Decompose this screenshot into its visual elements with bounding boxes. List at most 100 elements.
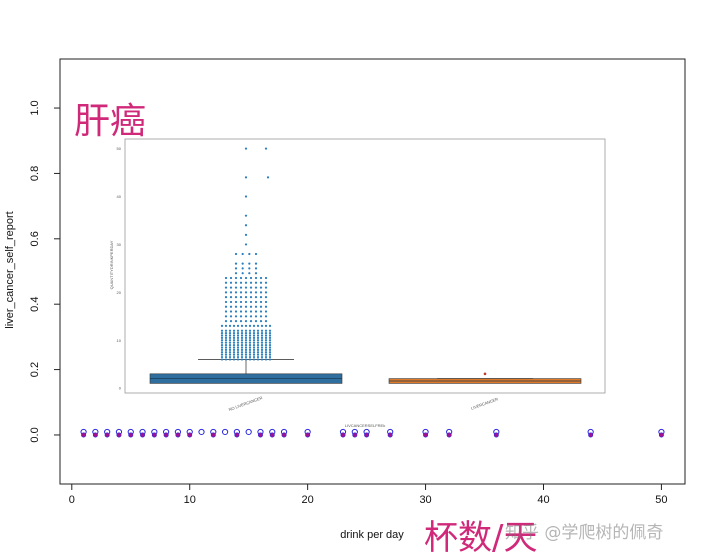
scatter-point-filled xyxy=(116,432,122,438)
inset-outlier-point xyxy=(229,305,233,308)
inset-outlier-point xyxy=(254,300,258,304)
inset-outlier-point xyxy=(232,329,236,332)
inset-outlier-point xyxy=(256,348,260,351)
inset-outlier-point xyxy=(252,353,256,356)
inset-outlier-point xyxy=(224,296,228,299)
inset-outlier-point xyxy=(244,341,248,344)
inset-outlier-point xyxy=(252,348,256,351)
inset-outlier-point xyxy=(244,331,248,335)
inset-outlier-point xyxy=(234,276,238,280)
scatter-point-filled xyxy=(210,432,216,438)
inset-outlier-point xyxy=(220,336,224,339)
inset-outlier-point xyxy=(234,267,238,270)
scatter-point-filled xyxy=(81,432,87,438)
plot-frame xyxy=(59,58,686,485)
inset-outlier-point xyxy=(254,267,258,270)
inset-outlier-point xyxy=(239,320,243,323)
inset-outlier-point xyxy=(234,291,238,294)
inset-outlier-point xyxy=(240,334,244,337)
inset-outlier-point xyxy=(239,310,243,313)
inset-outlier-point xyxy=(220,341,224,344)
y-tick-label: 0.4 xyxy=(29,297,41,312)
inset-outlier-point xyxy=(244,286,248,289)
inset-outlier-point xyxy=(254,315,258,318)
scatter-point-filled xyxy=(493,432,499,438)
inset-outlier-point xyxy=(224,324,228,328)
inset-outlier-point xyxy=(236,343,240,347)
inset-outlier-point xyxy=(249,310,253,313)
inset-outlier-point xyxy=(254,252,258,256)
inset-outlier-point xyxy=(256,334,260,337)
inset-outlier-point xyxy=(220,329,224,332)
inset-outlier-point xyxy=(256,355,260,359)
inset-outlier-point xyxy=(244,291,248,294)
inset-outlier-point xyxy=(236,353,240,356)
inset-outlier-point xyxy=(236,339,240,342)
inset-outlier-point xyxy=(244,353,248,356)
inset-outlier-point xyxy=(224,310,228,313)
inset-outlier-point xyxy=(220,358,224,361)
inset-outlier-point xyxy=(256,331,260,335)
inset-outlier-point xyxy=(264,324,268,328)
inset-outlier-point xyxy=(224,331,228,335)
inset-y-tick-label: 30 xyxy=(117,242,122,247)
inset-outlier-point xyxy=(244,346,248,349)
inset-y-tick-label: 40 xyxy=(117,194,122,199)
inset-outlier-point xyxy=(248,351,252,354)
inset-outlier-point xyxy=(259,296,263,299)
inset-outlier-point xyxy=(264,339,268,342)
inset-outlier-point xyxy=(232,339,236,342)
inset-outlier-point xyxy=(232,343,236,347)
inset-outlier-point xyxy=(244,334,248,337)
inset-outlier-point xyxy=(228,355,232,359)
inset-outlier-point xyxy=(264,343,268,347)
inset-outlier-point xyxy=(264,358,268,361)
scatter-point-outline xyxy=(245,428,252,436)
inset-outlier-point xyxy=(268,353,272,356)
inset-outlier-point xyxy=(244,336,248,339)
scatter-point-filled xyxy=(128,432,134,438)
inset-outlier-point xyxy=(254,305,258,308)
inset-outlier-point xyxy=(254,276,258,280)
inset-y-tick-label: 20 xyxy=(117,290,122,295)
inset-outlier-point xyxy=(268,355,272,359)
inset-outlier-point xyxy=(220,351,224,354)
inset-outlier-point xyxy=(259,300,263,304)
inset-outlier-point xyxy=(239,300,243,304)
inset-outlier-point xyxy=(234,320,238,323)
scatter-point-filled xyxy=(446,432,452,438)
inset-outlier-point xyxy=(248,358,252,361)
inset-outlier-point xyxy=(224,281,228,284)
inset-outlier-point xyxy=(249,320,253,323)
inset-outlier-point xyxy=(244,281,248,284)
inset-outlier-point xyxy=(239,291,243,294)
inset-outlier-point xyxy=(256,329,260,332)
inset-outlier-point xyxy=(228,358,232,361)
inset-outlier-point xyxy=(256,353,260,356)
inset-outlier-point xyxy=(254,281,258,284)
inset-outlier-point xyxy=(248,339,252,342)
inset-outlier-point xyxy=(234,286,238,289)
inset-outlier-point xyxy=(252,334,256,337)
inset-outlier-point xyxy=(260,353,264,356)
scatter-point-filled xyxy=(104,432,110,438)
inset-boxplot: 0 10 20 30 40 50 QUANTITYDRINKPERDAY LIVCANCERS… xyxy=(109,146,582,428)
inset-outlier-point xyxy=(259,310,263,313)
inset-outlier-point xyxy=(264,286,268,289)
inset-y-tick-label: 0 xyxy=(119,386,122,391)
inset-outlier-point xyxy=(254,291,258,294)
scatter-point-filled xyxy=(163,432,169,438)
inset-outlier-point xyxy=(244,243,248,246)
inset-outlier-point xyxy=(228,343,232,347)
inset-category-label: NO LIVERCANCER xyxy=(228,395,263,412)
inset-outlier-point xyxy=(260,358,264,361)
inset-outlier-point xyxy=(232,351,236,354)
inset-outlier-point xyxy=(254,320,258,323)
inset-outlier-point xyxy=(220,339,224,342)
inset-outlier-point xyxy=(260,336,264,339)
inset-outlier-point xyxy=(228,346,232,349)
scatter-point-filled xyxy=(658,432,664,438)
inset-outlier-point xyxy=(248,331,252,335)
inset-outlier-point xyxy=(229,296,233,299)
main-scatter-points xyxy=(80,428,665,438)
